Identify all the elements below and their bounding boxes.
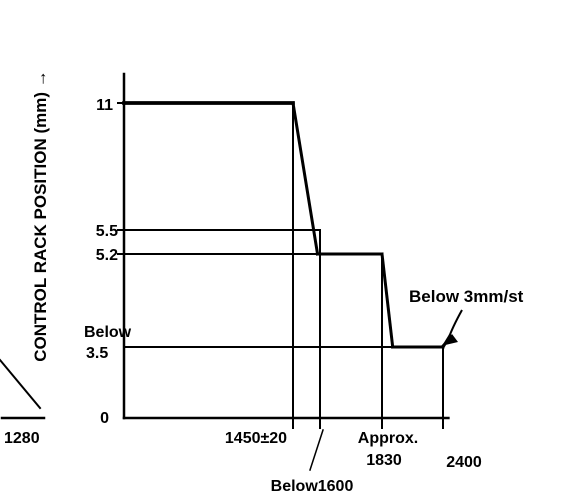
- x-tick-label-below1600: Below1600: [271, 478, 354, 495]
- below1600-leader-line: [309, 429, 324, 471]
- y-tick-label-11: 11: [96, 97, 113, 114]
- curve-layer: [0, 101, 463, 410]
- y-tick-label-5-2: 5.2: [96, 247, 118, 264]
- curve-segment-1: [291, 101, 320, 256]
- y-tick-label-below: Below: [84, 324, 132, 341]
- prior-curve-fragment: [0, 358, 42, 410]
- x-tick-label-1830: 1830: [366, 452, 402, 469]
- x-tick-label-2400: 2400: [446, 454, 482, 471]
- curve-segment-3: [380, 252, 395, 349]
- reference-lines: [123, 102, 444, 471]
- annotation-arrow-head: [441, 334, 458, 346]
- y-axis-label: CONTROL RACK POSITION (mm) →: [31, 70, 50, 362]
- annotation-arrow-line: [447, 309, 463, 341]
- y-tick-label-3-5: 3.5: [86, 345, 108, 362]
- axes-layer: [0, 72, 450, 420]
- x-tick-label-approx: Approx.: [358, 430, 418, 447]
- x-tick-label-1450: 1450±20: [225, 430, 287, 447]
- y-tick-label-5-5: 5.5: [96, 223, 118, 240]
- annotation-below-3mm: Below 3mm/st: [409, 287, 524, 306]
- x-tick-label-1280: 1280: [4, 430, 40, 447]
- y-tick-label-0: 0: [100, 410, 109, 427]
